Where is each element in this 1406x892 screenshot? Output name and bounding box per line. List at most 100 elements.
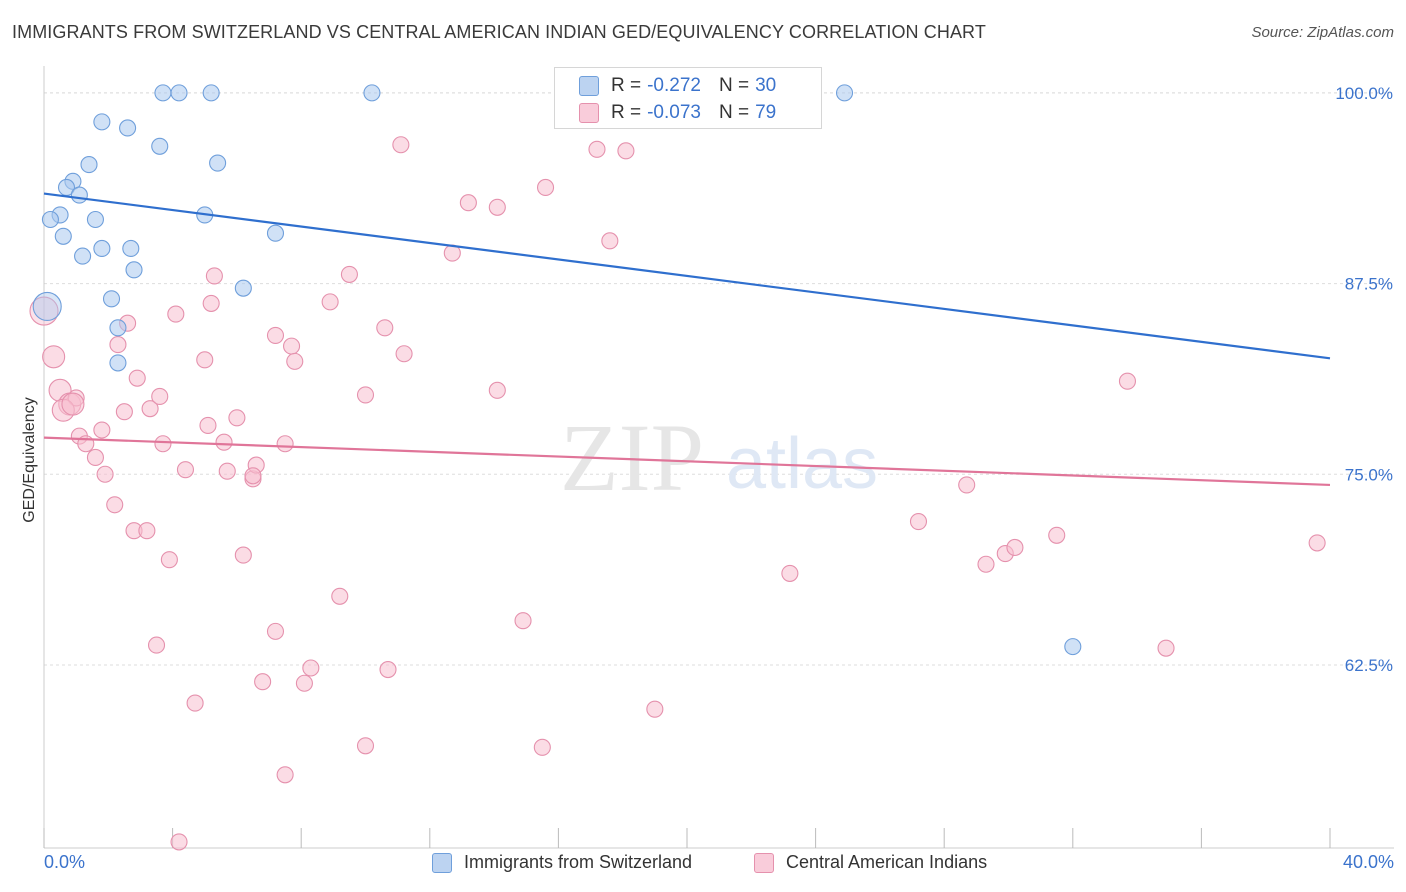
legend-label: Immigrants from Switzerland [464, 852, 693, 872]
point-central-american-indian [244, 467, 262, 485]
point-central-american-indian [1006, 538, 1024, 557]
point-switzerland [154, 84, 172, 102]
point-switzerland [202, 84, 220, 102]
point-central-american-indian [141, 400, 159, 418]
point-central-american-indian [909, 512, 928, 531]
point-central-american-indian [215, 433, 233, 451]
point-central-american-indian [286, 352, 304, 370]
r-label: R = [611, 102, 642, 123]
point-switzerland [151, 137, 169, 155]
chart-title: IMMIGRANTS FROM SWITZERLAND VS CENTRAL A… [12, 22, 986, 42]
trend-line [43, 436, 1331, 487]
legend-row-pink: R = -0.073 N = 79 [579, 101, 776, 125]
series-central-american-indians [29, 84, 1326, 851]
point-central-american-indian [228, 409, 246, 427]
point-central-american-indian [459, 194, 477, 212]
point-central-american-indian [1157, 639, 1175, 657]
point-central-american-indian [536, 178, 555, 197]
legend-swatch-blue [579, 76, 599, 96]
watermark: ZIP atlas [560, 404, 878, 511]
point-central-american-indian [340, 265, 358, 283]
axes [43, 66, 1394, 849]
point-central-american-indian [109, 336, 127, 354]
legend-row-blue: R = -0.272 N = 30 [579, 74, 776, 98]
point-central-american-indian [167, 305, 185, 323]
point-central-american-indian [376, 319, 394, 337]
point-switzerland [363, 84, 381, 102]
point-central-american-indian [170, 833, 188, 851]
point-central-american-indian [254, 673, 272, 691]
point-central-american-indian [205, 267, 223, 285]
point-switzerland [234, 279, 252, 297]
n-value: 30 [755, 75, 777, 96]
grid-lines [44, 92, 1394, 666]
point-central-american-indian [160, 551, 178, 569]
legend-swatch-blue [432, 852, 452, 873]
point-central-american-indian [781, 564, 799, 582]
y-tick-label: 62.5% [1345, 656, 1393, 675]
point-central-american-indian [295, 674, 313, 692]
point-central-american-indian [196, 351, 214, 369]
source-label: Source: ZipAtlas.com [1251, 24, 1394, 41]
point-central-american-indian [276, 435, 294, 453]
point-switzerland [119, 119, 137, 137]
legend-swatch-pink [754, 852, 774, 873]
point-central-american-indian [234, 546, 252, 564]
point-central-american-indian [93, 421, 111, 439]
point-central-american-indian [331, 587, 349, 605]
point-central-american-indian [533, 738, 551, 756]
r-label: R = [611, 75, 642, 96]
point-central-american-indian [379, 660, 397, 679]
point-switzerland [93, 239, 111, 258]
point-switzerland [102, 290, 121, 308]
point-switzerland [835, 84, 854, 102]
point-central-american-indian [488, 381, 506, 399]
point-switzerland [80, 156, 98, 174]
point-central-american-indian [488, 198, 506, 216]
point-central-american-indian [176, 461, 195, 479]
point-switzerland [74, 247, 92, 265]
point-central-american-indian [266, 622, 285, 640]
point-central-american-indian [1308, 534, 1326, 552]
point-central-american-indian [218, 462, 236, 480]
point-central-american-indian [321, 293, 339, 311]
point-switzerland [86, 210, 104, 229]
y-tick-label: 75.0% [1345, 465, 1393, 484]
point-central-american-indian [395, 345, 413, 363]
x-min-label: 0.0% [44, 852, 86, 872]
point-switzerland [41, 210, 59, 229]
point-switzerland [266, 224, 285, 242]
n-value: 79 [755, 102, 777, 123]
point-central-american-indian [392, 136, 410, 154]
point-central-american-indian [106, 496, 124, 514]
series-immigrants-from-switzerland [32, 84, 1082, 656]
y-tick-label: 87.5% [1345, 275, 1393, 294]
x-max-label: 40.0% [1342, 852, 1394, 872]
point-central-american-indian [588, 140, 606, 158]
point-central-american-indian [61, 392, 85, 416]
point-central-american-indian [128, 369, 146, 387]
legend-label: Central American Indians [786, 852, 988, 872]
legend-item-switzerland: Immigrants from Switzerland [432, 852, 692, 873]
point-switzerland [54, 227, 72, 245]
point-switzerland [1064, 638, 1082, 656]
point-central-american-indian [154, 435, 172, 453]
n-label: N = [718, 102, 750, 123]
point-central-american-indian [29, 296, 59, 326]
point-switzerland [32, 291, 62, 322]
point-central-american-indian [601, 232, 619, 250]
point-central-american-indian [86, 448, 104, 467]
point-central-american-indian [199, 416, 217, 434]
point-switzerland [122, 239, 140, 258]
point-central-american-indian [151, 387, 169, 406]
r-value: -0.272 [647, 75, 701, 96]
point-central-american-indian [356, 737, 375, 755]
point-central-american-indian [186, 694, 204, 712]
point-central-american-indian [1118, 372, 1137, 390]
y-tick-labels: 62.5% 75.0% 87.5% 100.0% [1335, 84, 1393, 675]
legend-item-central-american-indians: Central American Indians [754, 852, 987, 873]
point-central-american-indian [1048, 526, 1066, 544]
point-switzerland [170, 84, 188, 102]
point-switzerland [109, 354, 127, 372]
